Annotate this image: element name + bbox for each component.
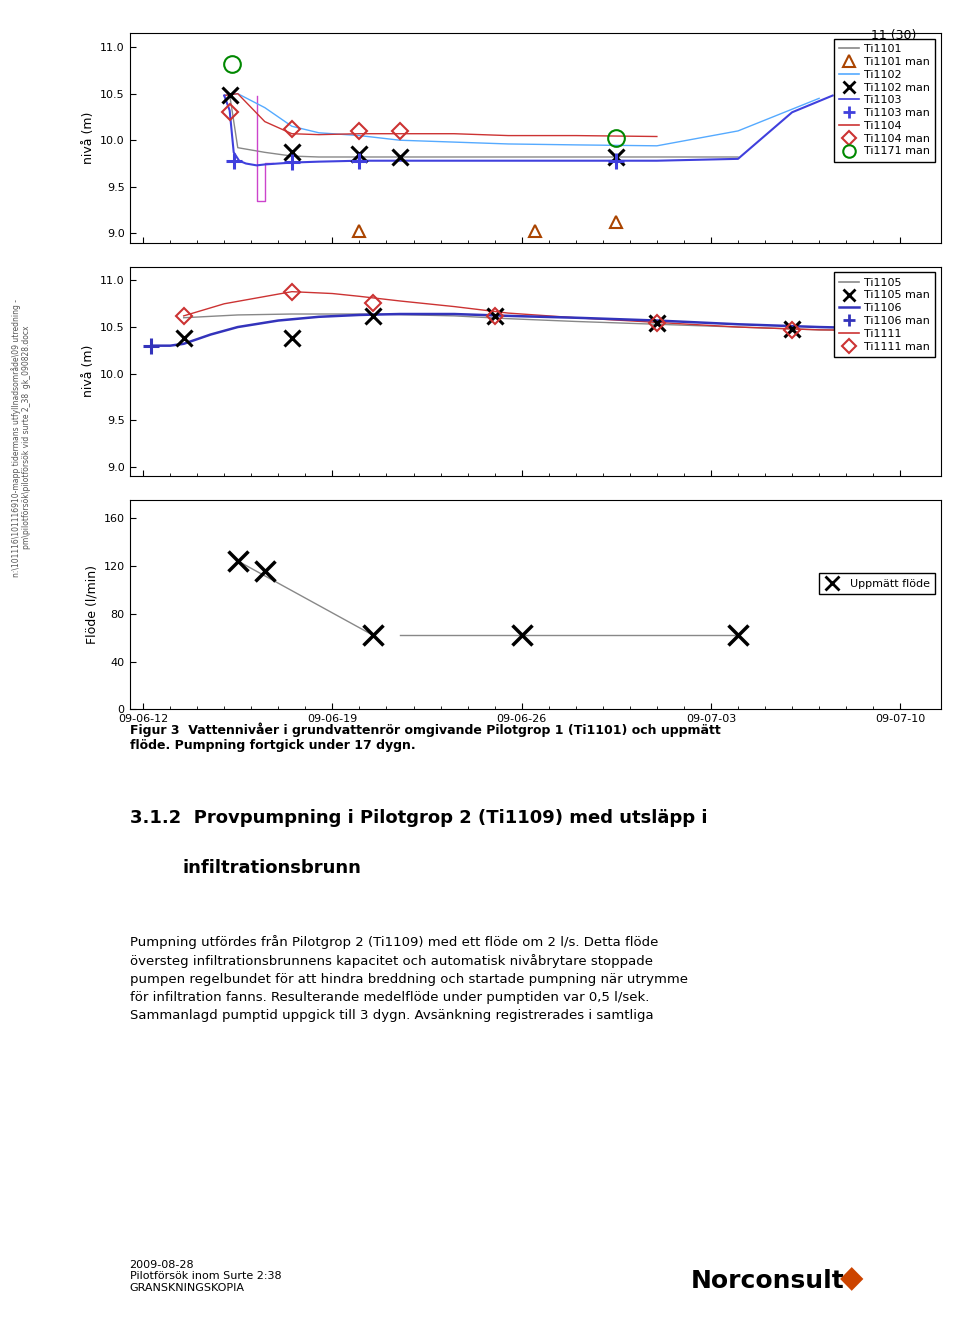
Legend: Ti1101, Ti1101 man, Ti1102, Ti1102 man, Ti1103, Ti1103 man, Ti1104, Ti1104 man, : Ti1101, Ti1101 man, Ti1102, Ti1102 man, …: [833, 38, 935, 162]
Text: infiltrationsbrunn: infiltrationsbrunn: [182, 859, 361, 878]
Text: Norconsult: Norconsult: [691, 1269, 845, 1293]
Text: Figur 3  Vattennivåer i grundvattenrör omgivande Pilotgrop 1 (Ti1101) och uppmät: Figur 3 Vattennivåer i grundvattenrör om…: [130, 723, 720, 752]
Y-axis label: Flöde (l/min): Flöde (l/min): [85, 565, 98, 644]
Text: 2009-08-28
Pilotförsök inom Surte 2:38
GRANSKNINGSKOPIA: 2009-08-28 Pilotförsök inom Surte 2:38 G…: [130, 1260, 281, 1293]
Y-axis label: nivå (m): nivå (m): [82, 345, 94, 398]
Text: Pumpning utfördes från Pilotgrop 2 (Ti1109) med ett flöde om 2 l/s. Detta flöde
: Pumpning utfördes från Pilotgrop 2 (Ti11…: [130, 935, 687, 1022]
Text: 11 (30): 11 (30): [872, 29, 917, 42]
Y-axis label: nivå (m): nivå (m): [82, 111, 94, 164]
Text: ◆: ◆: [840, 1264, 863, 1293]
Text: 3.1.2  Provpumpning i Pilotgrop 2 (Ti1109) med utsläpp i: 3.1.2 Provpumpning i Pilotgrop 2 (Ti1109…: [130, 809, 708, 827]
Text: n:\101116\101116910-mapp tidermans utfyllnadsområde\09 utredning -
pm\pilotförsö: n:\101116\101116910-mapp tidermans utfyl…: [11, 298, 32, 577]
Legend: Ti1105, Ti1105 man, Ti1106, Ti1106 man, Ti1111, Ti1111 man: Ti1105, Ti1105 man, Ti1106, Ti1106 man, …: [834, 272, 935, 357]
Legend: Uppmätt flöde: Uppmätt flöde: [819, 573, 935, 594]
